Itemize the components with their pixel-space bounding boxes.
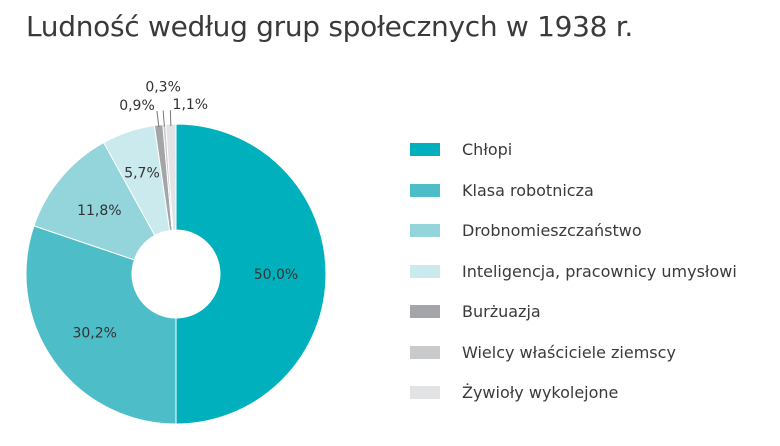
legend-item-zywioly-wykolejone: Żywioły wykolejone <box>410 383 618 402</box>
legend-label: Chłopi <box>462 140 513 159</box>
legend-item-inteligencja-pracownicy-umyslowi: Inteligencja, pracownicy umysłowi <box>410 262 737 281</box>
slice-chlopi <box>175 123 327 425</box>
legend-label: Burżuazja <box>462 302 541 321</box>
data-label-zywioly-wykolejone: 1,1% <box>173 97 209 113</box>
legend-label: Wielcy właściciele ziemscy <box>462 342 676 362</box>
legend-item-drobnomieszczanstwo: Drobnomieszczaństwo <box>410 221 642 240</box>
data-label-klasa-robotnicza: 30,2% <box>72 325 116 341</box>
legend-swatch <box>410 224 440 237</box>
legend-item-wielcy-wlasciciele-ziemscy: Wielcy właściciele ziemscy <box>410 343 676 362</box>
slice-drobnomieszczanstwo <box>33 141 156 261</box>
legend-swatch <box>410 345 440 359</box>
chart-title: Ludność według grup społecznych w 1938 r… <box>26 10 633 43</box>
legend-label: Klasa robotnicza <box>462 180 594 200</box>
legend-label: Drobnomieszczaństwo <box>462 221 642 240</box>
legend-item-chlopi: Chłopi <box>410 140 512 159</box>
data-label-inteligencja-pracownicy-umyslowi: 5,7% <box>124 166 160 182</box>
slice-zywioly-wykolejone <box>165 123 177 231</box>
legend-item-klasa-robotnicza: Klasa robotnicza <box>410 181 594 200</box>
leader-line-wielcy-wlasciciele-ziemscy <box>162 110 165 127</box>
data-label-burzuazja: 0,9% <box>119 98 155 114</box>
data-label-wielcy-wlasciciele-ziemscy: 0,3% <box>145 80 181 96</box>
data-label-chlopi: 50,0% <box>254 267 298 283</box>
legend-swatch <box>410 386 440 399</box>
legend-label: Żywioły wykolejone <box>462 383 619 402</box>
leader-line-zywioly-wykolejone <box>169 110 172 127</box>
data-label-drobnomieszczanstwo: 11,8% <box>77 203 121 219</box>
legend-swatch <box>410 183 440 197</box>
legend-swatch <box>410 264 440 278</box>
legend-item-burzuazja: Burżuazja <box>410 302 541 321</box>
legend-swatch <box>410 305 440 318</box>
legend-label: Inteligencja, pracownicy umysłowi <box>462 261 737 281</box>
leader-line-burzuazja <box>156 111 160 128</box>
legend-swatch <box>410 143 440 156</box>
slice-klasa-robotnicza <box>25 225 177 425</box>
